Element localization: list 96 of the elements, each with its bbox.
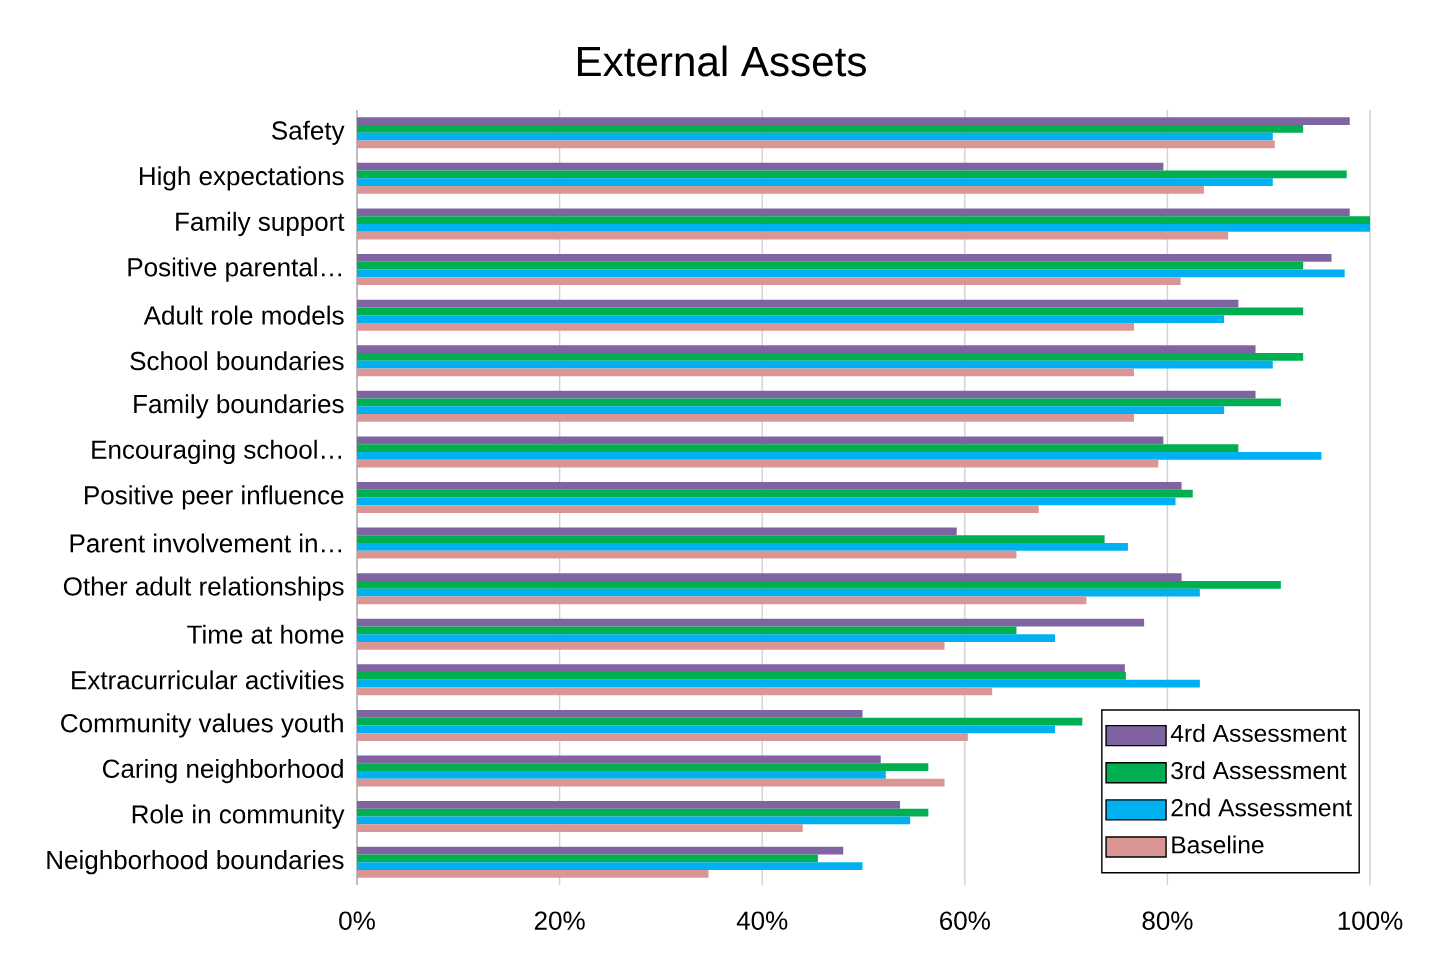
bar [357, 451, 1322, 460]
chart-title: External Assets [577, 45, 866, 77]
bar [357, 618, 1145, 627]
x-tick-label: 20% [534, 911, 585, 930]
bar [357, 862, 863, 870]
x-tick-label: 60% [940, 911, 990, 930]
bar [357, 527, 957, 536]
bar [357, 360, 1273, 369]
bar [357, 261, 1304, 270]
bar [357, 733, 968, 741]
bar [357, 763, 929, 772]
y-tick-label: Parent involvement in… [70, 533, 342, 553]
bar [357, 626, 1017, 635]
bar [357, 869, 709, 878]
bar [357, 634, 1055, 642]
bar [357, 223, 1371, 232]
y-tick-label: Safety [272, 120, 345, 145]
x-tick-label: 0% [339, 911, 375, 930]
bar [357, 277, 1181, 286]
y-tick-label: Time at home [187, 624, 344, 644]
bar [357, 573, 1182, 581]
bar [357, 801, 900, 809]
y-tick-label: Role in community [132, 804, 345, 829]
y-tick-label: Positive peer influence [85, 485, 344, 510]
bar [357, 824, 803, 833]
bar [357, 117, 1350, 126]
bar [357, 687, 993, 696]
y-tick-label: Positive parental… [128, 257, 342, 282]
bar [357, 717, 1083, 726]
bar [357, 497, 1176, 506]
bar [357, 588, 1200, 597]
y-tick-label: Family support [176, 211, 345, 237]
bar [357, 755, 881, 764]
legend-label: 4rd Assessment [1170, 724, 1347, 743]
bar [357, 352, 1304, 361]
bar [357, 444, 1239, 452]
y-tick-label: Extracurricular activities [72, 670, 344, 690]
bar [357, 269, 1345, 278]
bar [357, 322, 1134, 331]
x-tick-label: 80% [1142, 911, 1193, 930]
bar [357, 816, 911, 825]
y-tick-label: High expectations [139, 166, 344, 191]
bar [357, 299, 1239, 308]
bar [357, 170, 1347, 179]
bar [357, 390, 1256, 399]
bar [357, 186, 1204, 194]
bar [357, 132, 1273, 141]
bar [357, 307, 1304, 316]
bar [357, 854, 818, 863]
bar [357, 436, 1164, 445]
y-tick-label: Family boundaries [134, 394, 344, 419]
legend-label: 2nd Assessment [1171, 798, 1352, 817]
y-tick-label: Caring neighborhood [102, 758, 343, 784]
y-tick-label: School boundaries [130, 351, 344, 371]
bar [357, 679, 1200, 688]
bar [357, 216, 1371, 224]
bar [357, 231, 1229, 240]
y-tick-label: Adult role models [143, 305, 344, 325]
bar [357, 596, 1087, 605]
bar [357, 254, 1332, 262]
bar [357, 580, 1281, 589]
bar [357, 846, 844, 855]
bar [357, 125, 1304, 133]
x-tick-label: 40% [736, 911, 788, 930]
bar [357, 345, 1256, 353]
bar [357, 140, 1275, 149]
x-tick-label: 100% [1338, 911, 1403, 930]
bar [357, 725, 1055, 734]
bar [357, 414, 1134, 422]
y-tick-label: Encouraging school… [92, 439, 341, 465]
bar [357, 778, 945, 787]
bar [357, 664, 1125, 673]
bar [357, 489, 1193, 498]
bar [357, 398, 1281, 407]
bar [357, 459, 1159, 468]
bar [357, 808, 929, 817]
bar [357, 550, 1017, 559]
bar [357, 208, 1350, 217]
y-tick-label: Neighborhood boundaries [47, 850, 344, 875]
bar [357, 368, 1134, 377]
bar [357, 505, 1039, 513]
bar [357, 543, 1128, 551]
bar [357, 406, 1225, 415]
bar [357, 771, 886, 779]
bar [357, 481, 1182, 490]
bar [357, 162, 1164, 171]
legend-label: Baseline [1172, 835, 1264, 854]
bar [357, 709, 863, 718]
bar [357, 642, 945, 650]
legend-label: 3rd Assessment [1171, 761, 1347, 780]
bar [357, 315, 1225, 323]
bar [357, 672, 1126, 680]
bar [357, 535, 1105, 544]
y-tick-label: Community values youth [61, 713, 343, 738]
y-tick-label: Other adult relationships [63, 576, 344, 601]
bar [357, 178, 1273, 187]
